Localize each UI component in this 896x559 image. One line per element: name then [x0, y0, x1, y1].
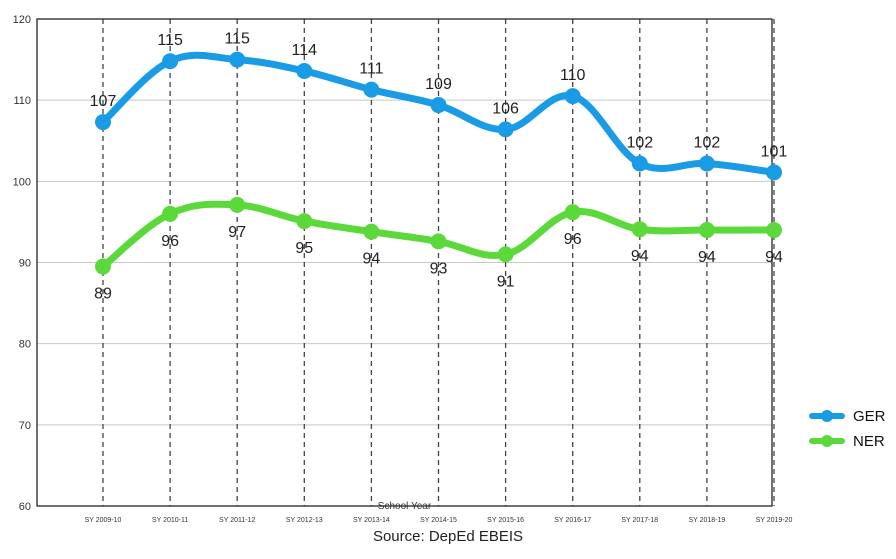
data-label-ger: 102 — [626, 134, 653, 151]
data-label-ger: 114 — [292, 42, 318, 59]
data-label-ger: 110 — [560, 67, 586, 84]
x-tick-label: SY 2012-13 — [286, 517, 323, 524]
data-label-ger: 109 — [425, 76, 452, 93]
data-point-ner — [95, 258, 111, 275]
legend-swatch-ger — [807, 404, 847, 428]
data-label-ner: 89 — [94, 286, 112, 303]
x-tick-label: SY 2019-20 — [756, 517, 793, 524]
data-point-ner — [363, 223, 380, 240]
y-tick-label: 120 — [13, 14, 31, 26]
legend-item-ger: GER — [807, 404, 896, 428]
y-tick-label: 90 — [19, 258, 31, 270]
source-note: Source: DepEd EBEIS — [372, 528, 524, 545]
data-label-ner: 97 — [228, 224, 246, 241]
x-tick-label: SY 2015-16 — [487, 517, 524, 524]
data-label-ner: 95 — [295, 240, 313, 257]
data-point-ger — [95, 114, 111, 131]
data-label-ner: 93 — [430, 260, 448, 277]
x-tick-label: SY 2011-12 — [219, 517, 255, 524]
data-point-ger — [430, 97, 447, 114]
data-point-ner — [296, 213, 313, 230]
data-label-ner: 91 — [497, 273, 515, 290]
y-tick-label: 60 — [19, 501, 31, 513]
x-tick-label: SY 2018-19 — [688, 517, 725, 524]
data-label-ger: 101 — [761, 143, 788, 160]
data-label-ger: 102 — [694, 134, 721, 151]
data-label-ner: 94 — [765, 249, 783, 266]
data-point-ger — [162, 53, 179, 70]
data-point-ner — [698, 222, 715, 239]
data-point-ner — [229, 196, 246, 213]
data-label-ger: 115 — [157, 32, 183, 49]
data-label-ner: 94 — [631, 248, 649, 265]
x-tick-label: SY 2009-10 — [85, 517, 122, 524]
data-label-ger: 111 — [359, 61, 383, 78]
data-point-ger — [497, 121, 514, 138]
y-tick-label: 70 — [19, 420, 31, 432]
data-point-ger — [564, 88, 581, 105]
data-point-ger — [296, 62, 313, 79]
data-label-ger: 115 — [224, 31, 250, 48]
data-label-ner: 96 — [564, 231, 582, 248]
data-point-ger — [698, 155, 715, 172]
data-point-ner — [162, 205, 179, 222]
data-point-ner — [766, 222, 782, 239]
x-tick-label: SY 2013-14 — [353, 517, 390, 524]
y-tick-label: 80 — [19, 339, 31, 351]
y-tick-label: 110 — [13, 95, 31, 107]
data-point-ger — [631, 155, 648, 172]
x-tick-label: SY 2014-15 — [420, 517, 457, 524]
data-label-ger: 107 — [90, 93, 117, 110]
x-axis-title: School Year — [378, 501, 432, 512]
legend-swatch-ner — [807, 429, 847, 453]
plot-frame — [36, 18, 773, 507]
legend-item-ner: NER — [807, 429, 896, 453]
legend: GER NER — [807, 404, 896, 454]
data-point-ger — [363, 81, 380, 98]
legend-label-ger: GER — [853, 407, 886, 425]
data-point-ger — [766, 164, 782, 181]
data-label-ger: 106 — [492, 100, 519, 117]
y-tick-label: 100 — [13, 176, 31, 188]
data-point-ner — [631, 221, 648, 238]
data-label-ner: 94 — [698, 249, 716, 266]
x-tick-label: SY 2017-18 — [621, 517, 658, 524]
data-point-ner — [430, 233, 447, 250]
legend-label-ner: NER — [853, 432, 885, 450]
data-point-ner — [497, 246, 514, 263]
data-point-ner — [564, 204, 581, 221]
data-label-ner: 94 — [363, 251, 381, 268]
data-label-ner: 96 — [161, 233, 179, 250]
data-point-ger — [229, 51, 246, 68]
x-tick-label: SY 2016-17 — [554, 517, 591, 524]
x-tick-label: SY 2010-11 — [152, 517, 188, 524]
